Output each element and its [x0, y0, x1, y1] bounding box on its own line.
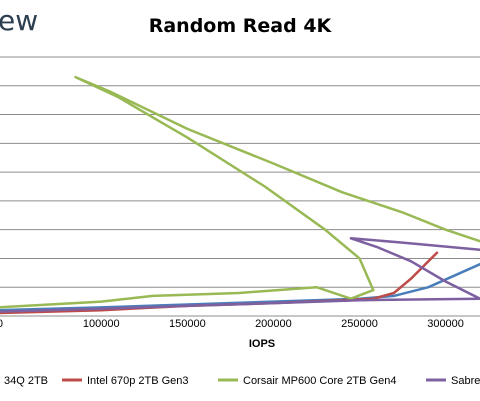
x-tick-label: 150000 [169, 318, 206, 330]
x-tick-label: 300000 [427, 318, 464, 330]
x-tick-label: 0 [0, 318, 3, 330]
series-line [0, 75, 480, 309]
legend-label: Intel 670p 2TB Gen3 [87, 375, 189, 387]
grid-lines [0, 56, 480, 317]
x-axis-ticks: 0 100000 150000 200000 250000 300000 [0, 318, 464, 330]
x-tick-label: 100000 [83, 318, 120, 330]
legend-label: Sabre [451, 375, 480, 387]
chart-title: Random Read 4K [149, 15, 333, 37]
legend-label: Corsair MP600 Core 2TB Gen4 [243, 375, 396, 387]
x-tick-label: 250000 [341, 318, 378, 330]
x-axis-label: IOPS [249, 338, 275, 350]
series-line [0, 237, 480, 313]
brand-logo-fragment: ew [0, 4, 39, 37]
series-lines [0, 75, 480, 315]
legend-label: 34Q 2TB [4, 375, 48, 387]
x-tick-label: 200000 [255, 318, 292, 330]
legend: 34Q 2TB Intel 670p 2TB Gen3 Corsair MP600 … [4, 375, 480, 387]
